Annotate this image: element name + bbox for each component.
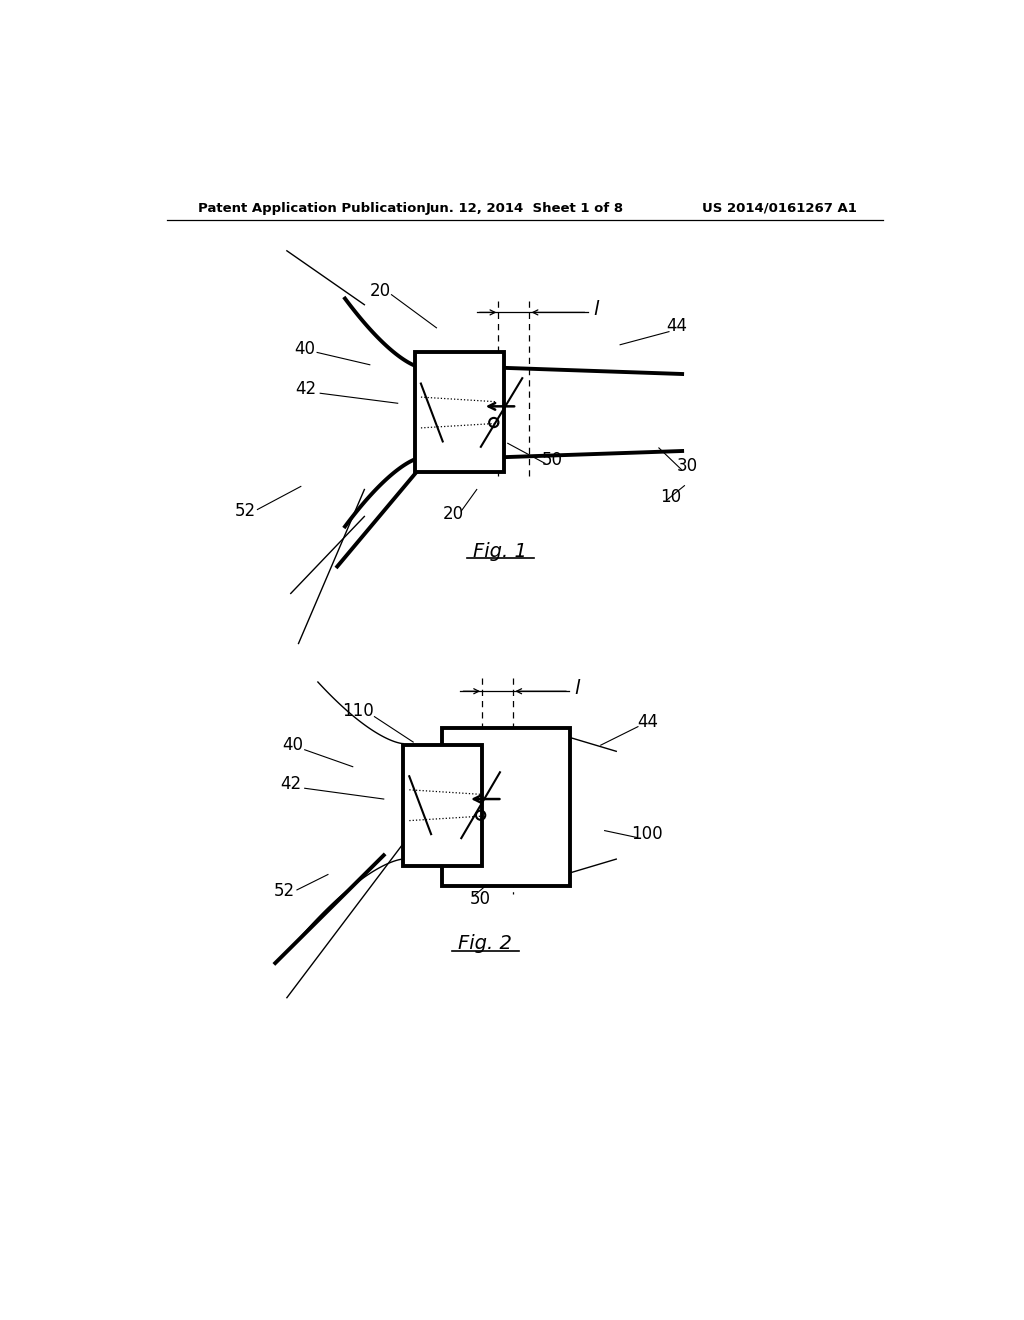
Text: 20: 20 [370,282,390,300]
Text: 52: 52 [274,883,295,900]
Bar [442,729,569,886]
Text: 50: 50 [469,890,490,908]
Text: 42: 42 [281,775,301,792]
Text: Patent Application Publication: Patent Application Publication [198,202,426,215]
Bar [415,352,504,471]
Text: US 2014/0161267 A1: US 2014/0161267 A1 [701,202,856,215]
Text: Fig. 1: Fig. 1 [473,541,527,561]
Text: 40: 40 [294,341,315,358]
Text: 100: 100 [632,825,664,843]
Text: 10: 10 [659,488,681,506]
Text: 44: 44 [667,317,687,335]
Text: Fig. 2: Fig. 2 [458,935,511,953]
Text: 110: 110 [342,702,374,721]
Text: 42: 42 [296,380,316,399]
Bar [403,744,482,866]
Text: 40: 40 [282,737,303,754]
Text: Jun. 12, 2014  Sheet 1 of 8: Jun. 12, 2014 Sheet 1 of 8 [426,202,624,215]
Text: 44: 44 [637,713,657,731]
Text: 50: 50 [542,451,563,469]
Text: 30: 30 [677,458,698,475]
Text: 52: 52 [236,502,256,520]
Text: 20: 20 [443,506,464,523]
Text: l: l [574,678,580,698]
Text: l: l [593,300,598,319]
